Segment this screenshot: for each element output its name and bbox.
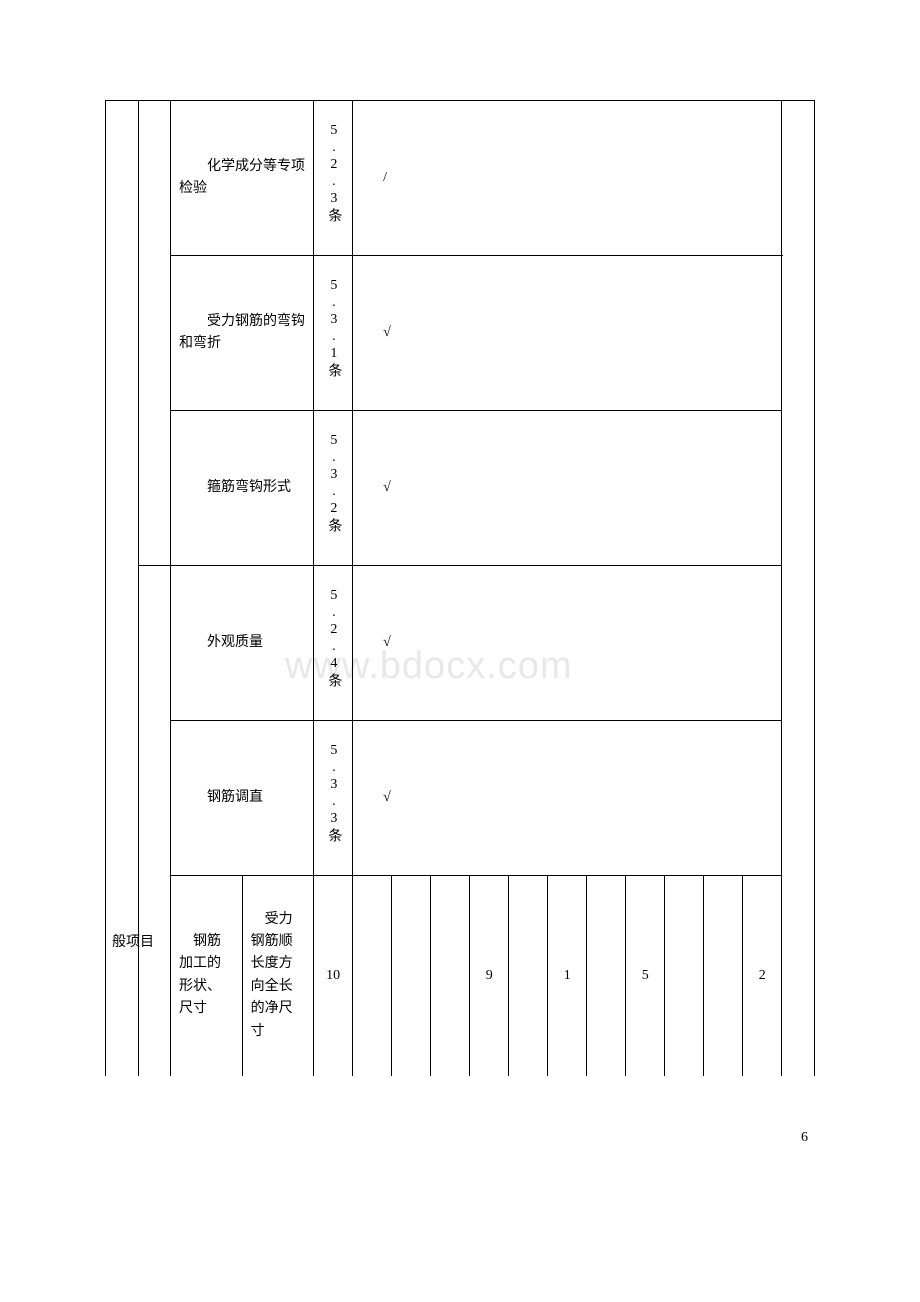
table-row: 钢筋加工的形状、尺寸 受力钢筋顺长度方向全长的净尺寸 10 9 1 5 2 (106, 876, 815, 1076)
table-row: 受力钢筋的弯钩和弯折 5.3.1条 √ (106, 256, 815, 411)
value-cell: 5 (626, 876, 665, 1076)
value-cell: 10 (314, 876, 353, 1076)
section-label: 般项目 (112, 930, 154, 955)
table-row: 钢筋调直 5.3.3条 √ (106, 721, 815, 876)
description-cell: 箍筋弯钩形式 (171, 411, 314, 566)
value-cell (392, 876, 431, 1076)
value-cell: 9 (470, 876, 509, 1076)
value-cell: 1 (548, 876, 587, 1076)
description-cell: 外观质量 (171, 566, 314, 721)
value-cell (587, 876, 626, 1076)
code-cell: 5.2.4条 (314, 566, 353, 721)
table-row: 箍筋弯钩形式 5.3.2条 √ (106, 411, 815, 566)
mark-cell: √ (353, 411, 782, 566)
mark-cell: √ (353, 566, 782, 721)
code-cell: 5.3.1条 (314, 256, 353, 411)
code-cell: 5.3.3条 (314, 721, 353, 876)
mark-cell: √ (353, 721, 782, 876)
code-cell: 5.3.2条 (314, 411, 353, 566)
value-cell (431, 876, 470, 1076)
description-cell-2: 受力钢筋顺长度方向全长的净尺寸 (242, 876, 314, 1076)
mark-cell: / (353, 101, 782, 256)
description-cell-1: 钢筋加工的形状、尺寸 (171, 876, 243, 1076)
value-cell (509, 876, 548, 1076)
mark-cell: √ (353, 256, 782, 411)
description-cell: 受力钢筋的弯钩和弯折 (171, 256, 314, 411)
empty-cell (138, 566, 171, 1076)
value-cell (704, 876, 743, 1076)
description-cell: 化学成分等专项检验 (171, 101, 314, 256)
code-cell: 5.2.3条 (314, 101, 353, 256)
empty-cell (138, 101, 171, 566)
right-cell (782, 101, 815, 1076)
description-cell: 钢筋调直 (171, 721, 314, 876)
value-cell (353, 876, 392, 1076)
inspection-table: 化学成分等专项检验 5.2.3条 / 受力钢筋的弯钩和弯折 5.3.1条 √ 箍… (105, 100, 815, 1076)
value-cell: 2 (743, 876, 782, 1076)
table-row: 外观质量 5.2.4条 √ (106, 566, 815, 721)
value-cell (665, 876, 704, 1076)
final-value: 6 (801, 1130, 808, 1146)
table-row: 化学成分等专项检验 5.2.3条 / (106, 101, 815, 256)
